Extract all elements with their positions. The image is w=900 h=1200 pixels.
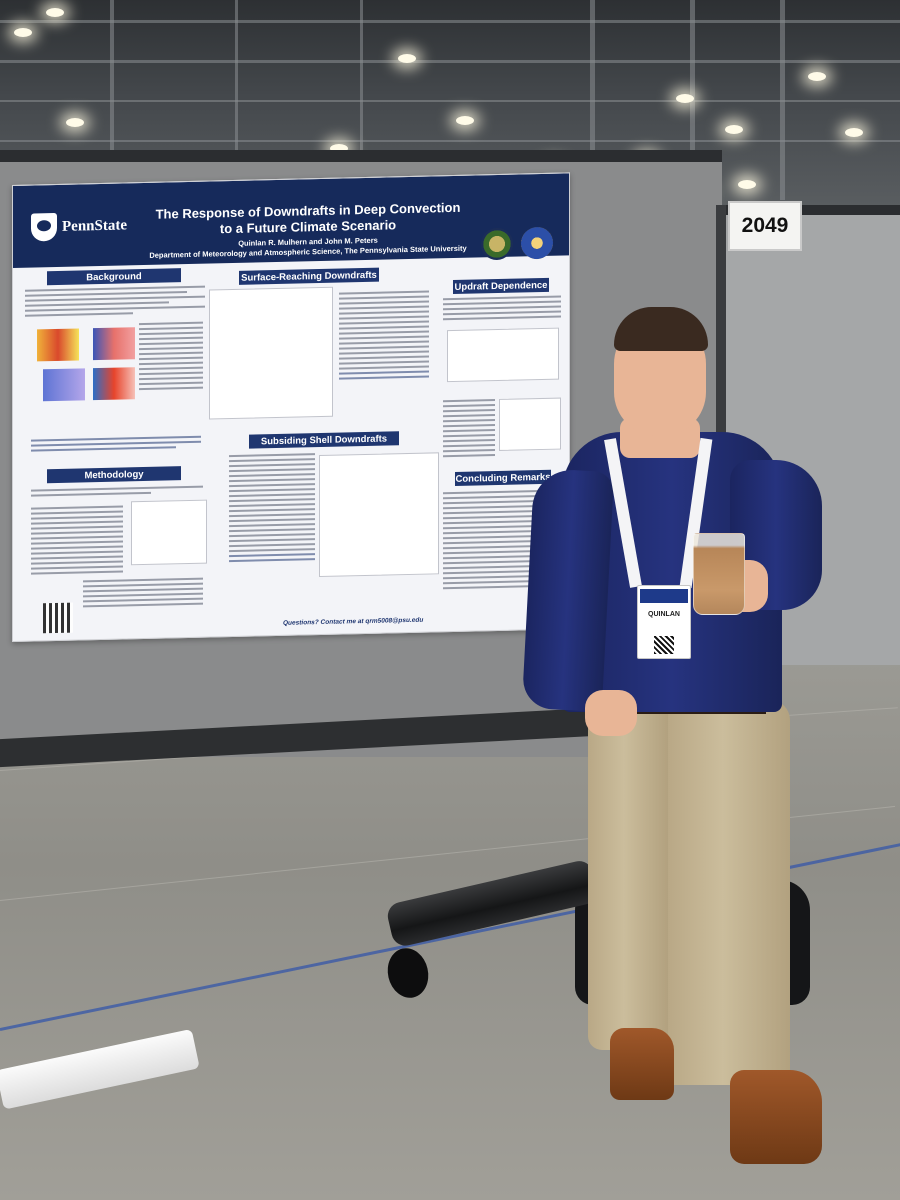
nittany-lion-shield-icon (31, 212, 57, 242)
booth-number-sign: 2049 (728, 201, 802, 251)
updraft-text (443, 295, 561, 324)
pennstate-wordmark: PennState (62, 216, 127, 235)
background-bullets (139, 321, 203, 393)
right-shoe (730, 1070, 822, 1164)
surface-downdraft-text (339, 290, 429, 383)
right-pant-leg (668, 700, 790, 1085)
badge-qr-icon (654, 636, 674, 654)
section-methodology: Methodology (47, 466, 181, 484)
left-pant-leg (588, 700, 668, 1050)
sounding-figure (131, 499, 207, 566)
updraft-figure (447, 327, 559, 383)
left-sleeve (521, 468, 615, 712)
research-statement (31, 435, 201, 455)
section-updraft-dependence: Updraft Dependence (453, 277, 549, 294)
section-concluding-remarks: Concluding Remarks (455, 469, 551, 486)
research-poster: PennState The Response of Downdrafts in … (12, 172, 570, 642)
badge-name-text: QUINLAN (648, 611, 680, 618)
iced-coffee-cup (693, 533, 745, 615)
subsiding-shell-text (229, 453, 315, 565)
shear-map-figure (43, 368, 85, 402)
name-badge: QUINLAN (637, 585, 691, 659)
surface-downdraft-figure (209, 286, 333, 420)
left-shoe (610, 1028, 674, 1100)
poster-title: The Response of Downdrafts in Deep Conve… (155, 199, 461, 237)
section-surface-reaching-downdrafts: Surface-Reaching Downdrafts (239, 267, 379, 285)
updraft-profile-figure (499, 397, 561, 451)
hair (614, 307, 708, 351)
poster-header: PennState The Response of Downdrafts in … (13, 173, 569, 268)
methodology-bullets (31, 505, 123, 577)
updraft-bullets (443, 399, 495, 460)
qr-code-icon (43, 602, 73, 634)
nsf-logo-icon (521, 226, 553, 260)
cape-diff-figure (93, 327, 135, 361)
background-text (25, 285, 205, 320)
badge-header (640, 589, 688, 603)
contact-email: Questions? Contact me at qrm5008@psu.edu (283, 616, 424, 627)
left-hand (585, 690, 637, 736)
pennstate-logo: PennState (31, 211, 127, 242)
doe-seal-icon (481, 227, 513, 261)
section-subsiding-shell-downdrafts: Subsiding Shell Downdrafts (249, 431, 399, 449)
cape-map-figure (37, 328, 79, 362)
section-background: Background (47, 268, 181, 286)
shear-diff-figure (93, 367, 135, 401)
subsiding-shell-figure (319, 452, 439, 578)
parcel-analysis-text (83, 577, 203, 611)
methodology-text (31, 485, 203, 500)
